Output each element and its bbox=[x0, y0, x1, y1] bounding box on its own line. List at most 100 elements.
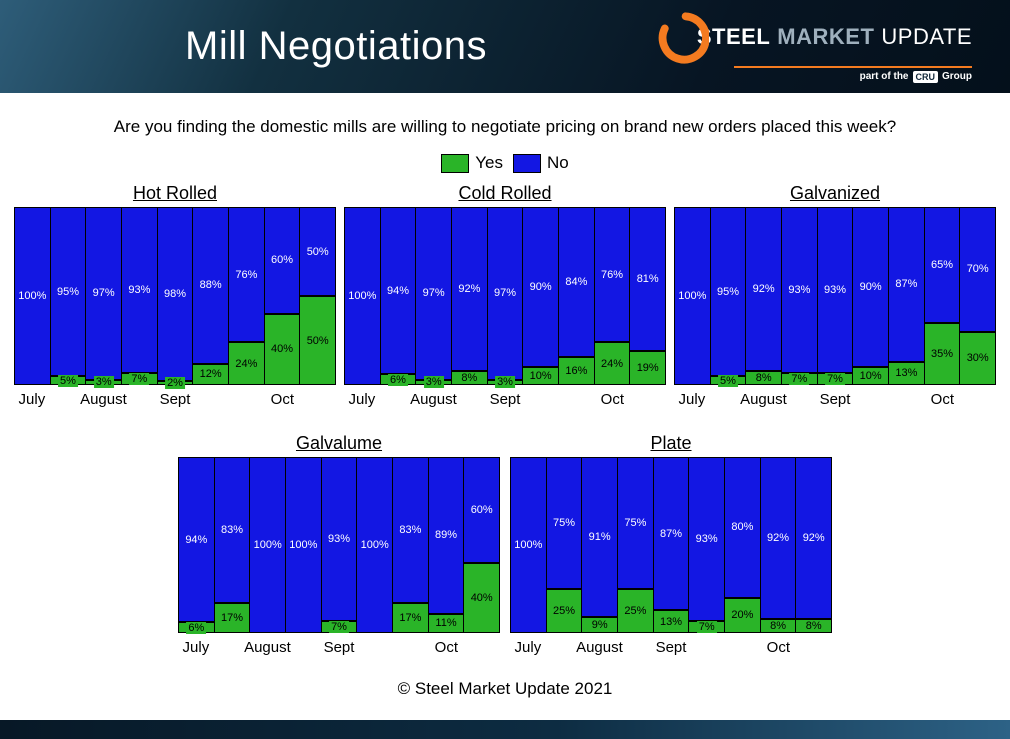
chart-title: Galvanized bbox=[789, 183, 881, 203]
no-value-label: 75% bbox=[552, 517, 576, 529]
bar-segment-no bbox=[285, 457, 322, 633]
plot-area: 100% 95% 5% 97% 3% 93% 7% 98% 2% 88% 12% 76% 24% 60% 4… bbox=[14, 207, 337, 390]
yes-value-label: 25% bbox=[622, 605, 649, 617]
survey-question: Are you finding the domestic mills are w… bbox=[113, 117, 897, 136]
bar-segment-no bbox=[320, 457, 358, 621]
no-value-label: 80% bbox=[731, 521, 754, 534]
x-axis-labels: July August Sept Oct bbox=[344, 391, 666, 417]
bar-segment-no bbox=[379, 207, 417, 375]
no-value-label: 100% bbox=[348, 290, 377, 302]
bar: 90% 10% bbox=[852, 207, 890, 385]
yes-value-label: 30% bbox=[964, 352, 991, 365]
bar: 100% bbox=[249, 457, 287, 633]
no-value-label: 92% bbox=[767, 531, 790, 544]
yes-value-label: 17% bbox=[218, 612, 246, 625]
bar: 87% 13% bbox=[652, 457, 690, 633]
bar: 81% 19% bbox=[629, 207, 667, 385]
no-value-label: 75% bbox=[624, 517, 647, 529]
bar: 60% 40% bbox=[263, 207, 301, 385]
yes-value-label: 17% bbox=[397, 612, 424, 625]
no-value-label: 83% bbox=[220, 524, 244, 537]
copyright: © Steel Market Update 2021 bbox=[397, 679, 613, 698]
bar: 97% 3% bbox=[85, 207, 123, 389]
no-value-label: 93% bbox=[695, 532, 718, 545]
month-label: August bbox=[80, 391, 127, 408]
chart-hot-rolled: Hot Rolled 100% 95% 5% 97% 3% 93% 7% 98% 2% 88% 12%… bbox=[14, 183, 337, 417]
month-label: Oct bbox=[930, 391, 954, 408]
plot-area: 94% 6% 83% 17% 100% 100% 93% 7% 100% 83% 17% 89% 11%… bbox=[178, 457, 501, 634]
yes-value-label: 2% bbox=[165, 377, 185, 390]
no-value-label: 97% bbox=[422, 287, 445, 300]
bar-segment-no bbox=[581, 457, 619, 618]
bar: 97% 3% bbox=[415, 207, 453, 389]
no-value-label: 100% bbox=[514, 539, 543, 551]
yes-value-label: 8% bbox=[459, 371, 480, 384]
month-label: Sept bbox=[159, 391, 191, 408]
bar: 100% bbox=[14, 207, 51, 385]
x-axis-labels: July August Sept Oct bbox=[674, 391, 996, 417]
smu-swoosh-icon bbox=[658, 11, 709, 63]
month-label: Oct bbox=[434, 639, 458, 656]
no-value-label: 87% bbox=[895, 278, 918, 291]
bar-segment-no bbox=[415, 207, 453, 380]
bar-segment-no bbox=[85, 207, 123, 380]
logo-word-market: MARKET bbox=[777, 23, 875, 49]
no-value-label: 92% bbox=[458, 282, 481, 295]
yes-value-label: 6% bbox=[186, 621, 207, 634]
chart-title: Galvalume bbox=[295, 433, 383, 453]
bar-segment-no bbox=[923, 207, 961, 323]
legend-item-yes: Yes bbox=[441, 153, 503, 173]
yes-value-label: 13% bbox=[893, 367, 920, 380]
yes-value-label: 7% bbox=[789, 372, 810, 385]
bar-segment-no bbox=[781, 207, 818, 373]
no-value-label: 81% bbox=[636, 273, 659, 286]
plot-area: 100% 95% 5% 92% 8% 93% 7% 93% 7% 90% 10% 87% 13% 65% 3… bbox=[674, 207, 997, 387]
cru-badge: CRU bbox=[912, 70, 938, 83]
yes-value-label: 13% bbox=[658, 615, 685, 628]
month-label: August bbox=[244, 639, 291, 656]
legend: Yes No bbox=[0, 153, 1010, 173]
logo-word-update: UPDATE bbox=[881, 23, 972, 49]
bar: 90% 10% bbox=[522, 207, 560, 385]
yes-value-label: 35% bbox=[929, 347, 956, 360]
legend-no-label: No bbox=[547, 153, 569, 172]
bar-segment-no bbox=[249, 457, 287, 633]
month-label: August bbox=[740, 391, 787, 408]
no-value-label: 90% bbox=[859, 281, 882, 294]
bar: 100% bbox=[285, 457, 322, 633]
no-value-label: 92% bbox=[802, 531, 825, 544]
month-label: July bbox=[678, 391, 706, 408]
smu-logo: STEEL MARKET UPDATE part of the CRU Grou… bbox=[657, 11, 972, 83]
bar: 60% 40% bbox=[463, 457, 501, 633]
yes-value-label: 8% bbox=[753, 371, 774, 384]
bar-segment-no bbox=[510, 457, 547, 633]
bar: 91% 9% bbox=[581, 457, 619, 633]
yes-value-label: 7% bbox=[825, 372, 845, 385]
legend-yes-swatch bbox=[441, 153, 470, 173]
yes-value-label: 16% bbox=[563, 364, 590, 377]
bar-segment-no bbox=[299, 207, 337, 296]
chart-plate: Plate 100% 75% 25% 91% 9% 75% 25% 87% 13% 93% 7% 80%… bbox=[510, 433, 833, 665]
bar-segment-no bbox=[852, 207, 890, 368]
no-value-label: 95% bbox=[56, 285, 80, 298]
month-label: Oct bbox=[766, 639, 790, 656]
month-label: July bbox=[514, 639, 542, 656]
yes-value-label: 25% bbox=[550, 605, 578, 617]
legend-no-swatch bbox=[513, 153, 541, 173]
logo-orange-rule bbox=[734, 65, 972, 68]
no-value-label: 97% bbox=[92, 287, 115, 300]
bar: 94% 6% bbox=[178, 457, 215, 634]
no-value-label: 94% bbox=[185, 533, 208, 546]
x-axis-labels: July August Sept Oct bbox=[510, 639, 832, 665]
yes-value-label: 8% bbox=[803, 619, 824, 632]
logo-tagline: part of the CRU Group bbox=[860, 70, 972, 83]
bar-segment-no bbox=[463, 457, 501, 563]
no-value-label: 98% bbox=[164, 288, 187, 301]
no-value-label: 93% bbox=[128, 283, 151, 296]
bar: 100% bbox=[510, 457, 547, 633]
yes-value-label: 7% bbox=[329, 620, 349, 633]
bar: 93% 7% bbox=[816, 207, 854, 385]
no-value-label: 76% bbox=[601, 268, 624, 281]
bar-segment-no bbox=[652, 457, 690, 611]
